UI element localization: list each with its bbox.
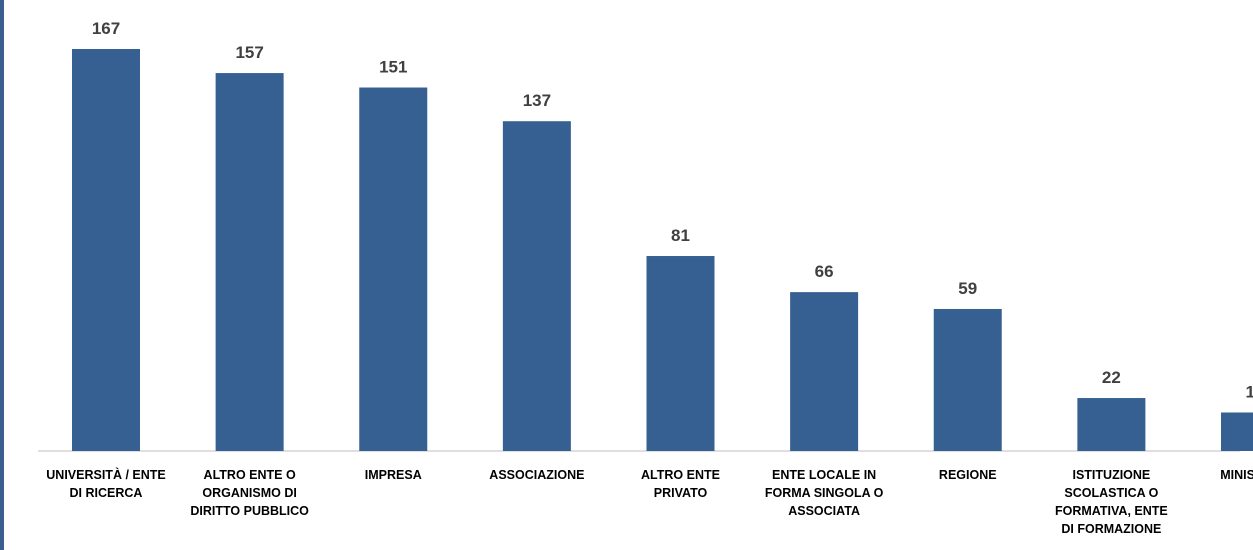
category-label: ALTRO ENTE O ORGANISMO DI DIRITTO PUBBLICO — [190, 468, 309, 518]
category-label: MINISTERO — [1220, 468, 1253, 482]
value-labels-group: 167 157 151 137 81 66 59 22 16 — [92, 19, 1253, 401]
data-label: 66 — [815, 262, 834, 281]
category-label-line: PRIVATO — [654, 486, 708, 500]
bar — [1221, 412, 1253, 451]
data-label: 167 — [92, 19, 120, 38]
bar — [646, 256, 715, 451]
bar — [933, 308, 1002, 451]
category-label-line: ALTRO ENTE O — [204, 468, 296, 482]
category-label-line: FORMATIVA, ENTE — [1055, 504, 1168, 518]
data-label: 16 — [1246, 382, 1253, 401]
category-label-line: IMPRESA — [365, 468, 422, 482]
category-label-line: ENTE LOCALE IN — [772, 468, 876, 482]
bar — [72, 49, 140, 451]
category-label-line: ISTITUZIONE — [1072, 468, 1150, 482]
category-label-line: ORGANISMO DI — [202, 486, 296, 500]
data-label: 157 — [235, 43, 263, 62]
category-labels-group: UNIVERSITÀ / ENTE DI RICERCA ALTRO ENTE O O… — [46, 467, 1253, 536]
category-label-line: DI FORMAZIONE — [1061, 522, 1161, 536]
data-label: 81 — [671, 226, 690, 245]
category-label-line: FORMA SINGOLA O — [765, 486, 884, 500]
bars-group — [72, 49, 1253, 452]
category-label-line: SCOLASTICA O — [1064, 486, 1158, 500]
category-label-line: DI RICERCA — [70, 486, 143, 500]
category-label: ASSOCIAZIONE — [489, 468, 584, 482]
category-label: ISTITUZIONE SCOLASTICA O FORMATIVA, ENTE DI… — [1055, 468, 1168, 536]
category-label-line: ASSOCIAZIONE — [489, 468, 584, 482]
category-label-line: MINISTERO — [1220, 468, 1253, 482]
category-label: IMPRESA — [365, 468, 422, 482]
data-label: 59 — [958, 279, 977, 298]
category-label-line: REGIONE — [939, 468, 997, 482]
bar — [790, 292, 859, 451]
bar — [215, 73, 284, 452]
category-label-line: UNIVERSITÀ / ENTE — [46, 467, 165, 482]
category-label-line: ASSOCIATA — [788, 504, 860, 518]
category-label: UNIVERSITÀ / ENTE DI RICERCA — [46, 467, 165, 500]
data-label: 137 — [523, 91, 551, 110]
bar — [502, 121, 571, 451]
category-label-line: DIRITTO PUBBLICO — [190, 504, 309, 518]
category-label: REGIONE — [939, 468, 997, 482]
bar — [1077, 398, 1146, 451]
data-label: 22 — [1102, 368, 1121, 387]
left-border — [0, 0, 4, 550]
category-label-line: ALTRO ENTE — [641, 468, 720, 482]
category-label: ENTE LOCALE IN FORMA SINGOLA O ASSOCIATA — [765, 468, 884, 518]
category-label: ALTRO ENTE PRIVATO — [641, 468, 720, 500]
bar — [359, 87, 428, 452]
data-label: 151 — [379, 58, 407, 77]
